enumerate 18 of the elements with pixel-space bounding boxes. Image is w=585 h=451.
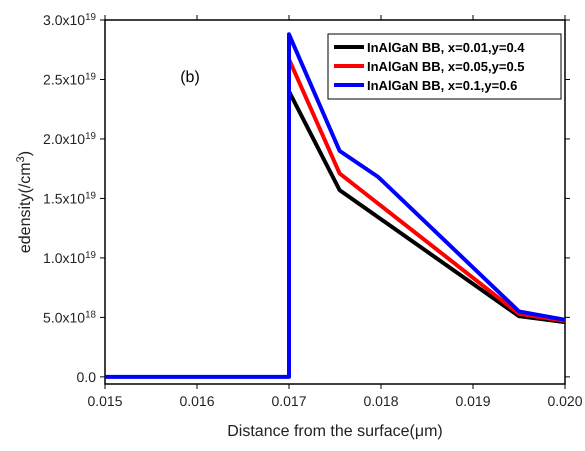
y-tick-label: 1.5x10$^{19}$ xyxy=(43,190,96,206)
x-tick-label: 0.019 xyxy=(455,393,491,409)
y-tick-label: 2.0x10$^{19}$ xyxy=(43,130,96,147)
y-tick-label: 0.0 xyxy=(76,368,96,385)
x-tick-label: 0.017 xyxy=(271,393,307,409)
legend-label: InAlGaN BB, x=0.01,y=0.4 xyxy=(367,40,526,55)
legend-label: InAlGaN BB, x=0.1,y=0.6 xyxy=(367,78,518,93)
x-tick-label: 0.015 xyxy=(87,393,123,409)
y-tick-label: 1.0x10$^{19}$ xyxy=(43,249,96,266)
x-axis-title: Distance from the surface(μm) xyxy=(227,423,443,440)
x-tick-label: 0.018 xyxy=(363,393,399,409)
y-tick-label: 2.5x10$^{19}$ xyxy=(43,70,96,88)
x-tick-label: 0.016 xyxy=(179,393,215,409)
legend-label: InAlGaN BB, x=0.05,y=0.5 xyxy=(367,59,525,74)
y-tick-label: 5.0x10$^{18}$ xyxy=(43,308,97,326)
annotation: (b) xyxy=(180,69,200,86)
x-tick-label: 0.020 xyxy=(547,393,583,409)
y-tick-label: 3.0x10$^{19}$ xyxy=(43,12,96,28)
